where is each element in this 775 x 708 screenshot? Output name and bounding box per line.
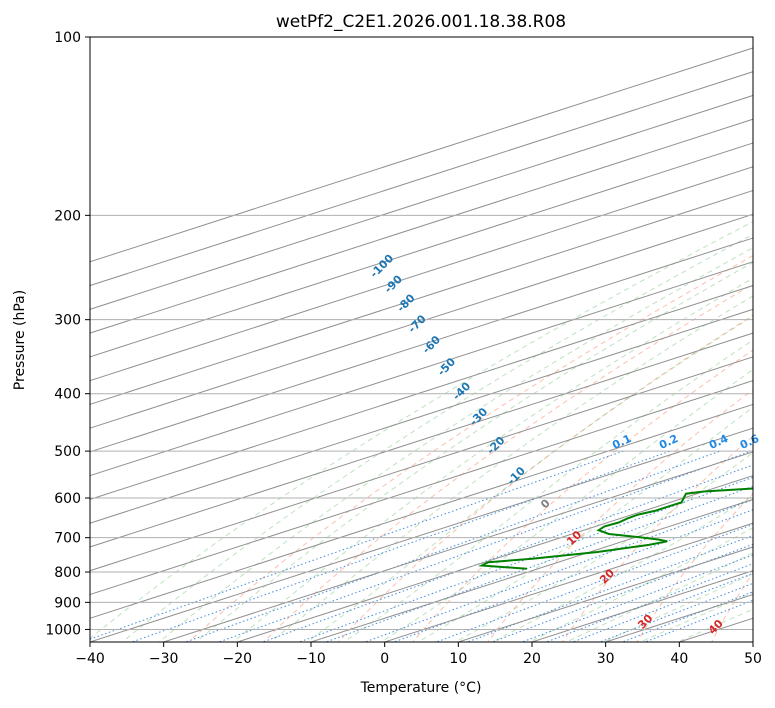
y-tick-label: 900 [54, 595, 81, 611]
y-tick-label: 200 [54, 208, 81, 224]
isotherm [90, 308, 753, 524]
y-tick-label: 700 [54, 531, 81, 547]
y-tick-label: 800 [54, 565, 81, 581]
moist-adiabat [195, 261, 753, 642]
isotherm [90, 380, 753, 595]
isotherm [90, 142, 753, 358]
moist-adiabat [158, 247, 753, 642]
y-tick-label: 100 [54, 30, 81, 46]
isotherm [90, 356, 753, 572]
isotherm [90, 213, 753, 429]
isotherm [309, 498, 753, 642]
isotherm [90, 427, 753, 642]
isotherm [90, 237, 753, 453]
y-tick-label: 1000 [45, 622, 81, 638]
x-tick-label: 0 [380, 651, 389, 667]
x-tick-label: −20 [223, 651, 253, 667]
x-tick-label: 50 [744, 651, 762, 667]
x-tick-label: 10 [449, 651, 467, 667]
isotherm [90, 118, 753, 334]
isotherm [90, 285, 753, 500]
chart-title: wetPf2_C2E1.2026.001.18.38.R08 [276, 12, 566, 32]
x-tick-label: −30 [149, 651, 179, 667]
moist-adiabat [268, 295, 753, 642]
x-tick-label: 40 [670, 651, 688, 667]
isotherm [162, 451, 753, 642]
moist-adiabat [121, 233, 753, 642]
mixing-ratio-line [217, 450, 752, 642]
moist-adiabat [380, 368, 753, 642]
x-tick-label: 30 [597, 651, 615, 667]
moist-adiabat [491, 494, 753, 642]
isotherm [235, 475, 753, 642]
isotherm [90, 47, 753, 263]
y-axis-label: Pressure (hPa) [12, 290, 28, 390]
x-tick-label: −40 [75, 651, 105, 667]
y-tick-label: 500 [54, 444, 81, 460]
y-tick-label: 600 [54, 491, 81, 507]
isotherm [90, 403, 753, 619]
mixing-ratio-line [363, 499, 753, 642]
moist-adiabat [417, 406, 753, 642]
x-tick-label: 20 [523, 651, 541, 667]
isotherm [90, 189, 753, 405]
mixing-ratio-line [90, 450, 624, 640]
mixing-ratio-line [324, 485, 753, 642]
plot-frame [89, 36, 754, 643]
mixing-ratio-line [297, 476, 753, 642]
isotherm [90, 71, 753, 287]
moist-adiabat [454, 451, 753, 642]
moist-adiabat [305, 315, 753, 642]
isotherm [383, 522, 753, 642]
isotherm [90, 261, 753, 477]
mixing-ratio-line [466, 534, 753, 642]
x-axis-label: Temperature (°C) [360, 680, 482, 696]
isotherm [90, 94, 753, 310]
dewpoint-profile-line [478, 487, 753, 570]
isotherm [90, 166, 753, 382]
y-tick-label: 400 [54, 387, 81, 403]
x-tick-label: −10 [296, 651, 326, 667]
y-tick-label: 300 [54, 313, 81, 329]
isotherm [90, 332, 753, 548]
